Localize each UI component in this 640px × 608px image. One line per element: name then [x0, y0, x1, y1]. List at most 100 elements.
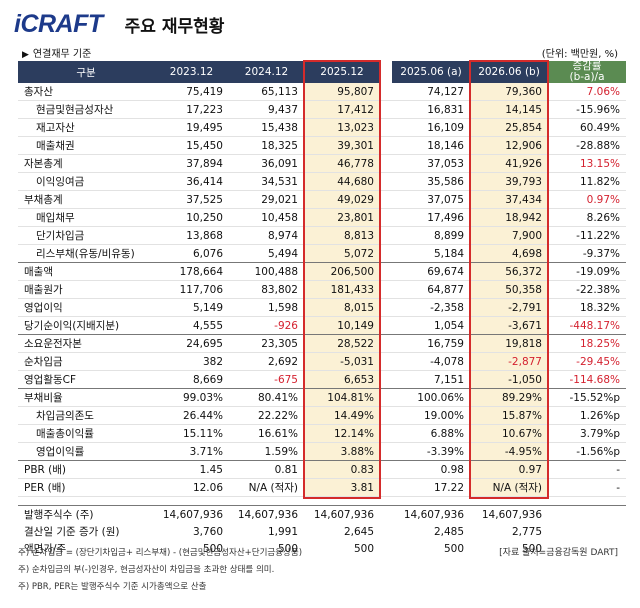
cell-2024: 8,974: [267, 229, 298, 242]
cell-change: 8.26%: [586, 211, 620, 224]
cell-2025: 95,807: [304, 83, 380, 101]
spacer-cell: [304, 496, 380, 506]
col-gap: [380, 460, 392, 479]
col-gap: [380, 118, 392, 137]
cell-2025: 3.81: [304, 478, 380, 497]
cell-2025: 13,023: [304, 118, 380, 137]
cell-h2025: 74,127: [427, 85, 464, 98]
cell-2023: 6,076: [192, 247, 223, 260]
row-label: 단기차입금: [36, 230, 85, 242]
cell-2025: 6,653: [304, 370, 380, 389]
col-gap: [380, 100, 392, 119]
cell-h2026: 41,926: [470, 154, 548, 173]
cell-h2025: 0.98: [392, 460, 470, 479]
cell-h2026: 89.29%: [470, 388, 548, 407]
cell-2024: 5,494: [267, 247, 298, 260]
row-label: 부채비율: [18, 388, 154, 407]
table-row: 영업활동CF 8,669 -675 6,653 7,151 -1,050 -114.68%: [18, 370, 626, 389]
spacer-cell: [18, 496, 154, 506]
page-title: 주요 재무현황: [124, 16, 225, 37]
change-header-line2: (b-a)/a: [569, 71, 605, 83]
cell-change: 18.25%: [548, 334, 626, 353]
col-gap: [380, 226, 392, 245]
col-header-h2025: 2025.06 (a): [392, 61, 470, 83]
cell-2024: N/A (적자): [248, 482, 298, 494]
row-label: 차입금의존도: [36, 410, 94, 422]
row-label: 현금및현금성자산: [36, 104, 114, 116]
table-row: 리스부채(유동/비유동) 6,076 5,494 5,072 5,184 4,698 -9.…: [18, 244, 626, 263]
cell-change: -28.88%: [576, 139, 620, 152]
share-row: 액면가/주 500 500 500 500 500: [18, 540, 626, 557]
cell-h2025: 69,674: [392, 262, 470, 281]
cell-2024: 2,692: [267, 355, 298, 368]
cell-h2025: 17,496: [427, 211, 464, 224]
row-label: 순차입금: [24, 356, 63, 368]
cell-2025: 23,801: [304, 208, 380, 227]
triangle-bullet-icon: ▶: [22, 49, 29, 60]
cell-2023: 15,450: [186, 139, 223, 152]
cell-h2025: 7,151: [433, 373, 464, 386]
row-label: 리스부채(유동/비유동): [36, 248, 135, 260]
cell-2024: 80.41%: [229, 388, 304, 407]
cell-2025: 8,015: [304, 298, 380, 317]
cell-h2025: 6.88%: [430, 427, 464, 440]
col-gap: [380, 352, 392, 371]
cell-h2025: 19.00%: [423, 409, 464, 422]
cell-2025: 104.81%: [304, 388, 380, 407]
cell-2023: 178,664: [154, 262, 229, 281]
cell-change: -: [616, 481, 620, 494]
col-header-change: 증감률 (b-a)/a: [548, 61, 626, 83]
cell-2024: 65,113: [261, 85, 298, 98]
cell-h2026: -4.95%: [470, 442, 548, 461]
cell-2025: 206,500: [304, 262, 380, 281]
cell-2025: 181,433: [304, 280, 380, 299]
cell-h2025: 16,109: [427, 121, 464, 134]
cell-2023: 37,894: [186, 157, 223, 170]
cell-2023: 117,706: [179, 283, 223, 296]
footnote-2: 주) 순차입금의 부(-)인경우, 현금성자산이 차입금을 초과한 상태를 의미…: [18, 565, 275, 575]
cell-change: -: [548, 460, 626, 479]
cell-2023: 19,495: [186, 121, 223, 134]
col-gap: [380, 298, 392, 317]
cell-h2025: 16,831: [427, 103, 464, 116]
cell-h2026: 14,145: [470, 100, 548, 119]
cell-change: 3.79%p: [579, 427, 620, 440]
table-row: 재고자산 19,495 15,438 13,023 16,109 25,854 60.49%: [18, 118, 626, 137]
cell-h2026: 56,372: [470, 262, 548, 281]
col-gap: [380, 478, 392, 497]
row-label: 영업이익: [24, 302, 63, 314]
footnote-3: 주) PBR, PER는 발행주식수 기준 시가총액으로 산출: [18, 582, 207, 592]
row-label: 재고자산: [36, 122, 75, 134]
cell-2024: -675: [274, 373, 298, 386]
col-header-2025: 2025.12: [304, 61, 380, 83]
cell-2024: 22.22%: [257, 409, 298, 422]
cell-change: -9.37%: [582, 247, 620, 260]
cell-2024: 9,437: [267, 103, 298, 116]
footnotes: 주) 순차입금 = (장단기차입금+ 리스부채) - (현금및현금성자산+단기금…: [18, 545, 622, 596]
cell-h2026: 37,434: [470, 190, 548, 209]
cell-2024: 10,458: [261, 211, 298, 224]
table-row: 총자산 75,419 65,113 95,807 74,127 79,360 7.06%: [18, 83, 626, 101]
col-gap: [380, 172, 392, 191]
cell-2024: 1,598: [267, 301, 298, 314]
cell-h2025: 16,759: [392, 334, 470, 353]
cell-h2025: 37,053: [427, 157, 464, 170]
cell-h2026: 18,942: [470, 208, 548, 227]
cell-2023: 15.11%: [182, 427, 223, 440]
cell-h2025: 2,485: [433, 525, 464, 538]
cell-2023: 1.45: [154, 460, 229, 479]
spacer-cell: [154, 496, 229, 506]
table-row: 부채비율 99.03% 80.41% 104.81% 100.06% 89.29% -15.…: [18, 388, 626, 407]
cell-change: -15.96%: [576, 103, 620, 116]
basis-note: ▶ 연결재무 기준: [22, 45, 91, 60]
cell-h2026: 12,906: [470, 136, 548, 155]
cell-2025: 5,072: [304, 244, 380, 263]
cell-2023: 17,223: [186, 103, 223, 116]
cell-change: 60.49%: [579, 121, 620, 134]
company-logo: iCRAFT: [14, 9, 103, 38]
cell-2025: 17,412: [304, 100, 380, 119]
cell-2025: 2,645: [343, 525, 374, 538]
spacer-cell: [392, 496, 470, 506]
basis-label: 연결재무 기준: [32, 48, 92, 60]
row-label: PER (배): [24, 482, 66, 494]
